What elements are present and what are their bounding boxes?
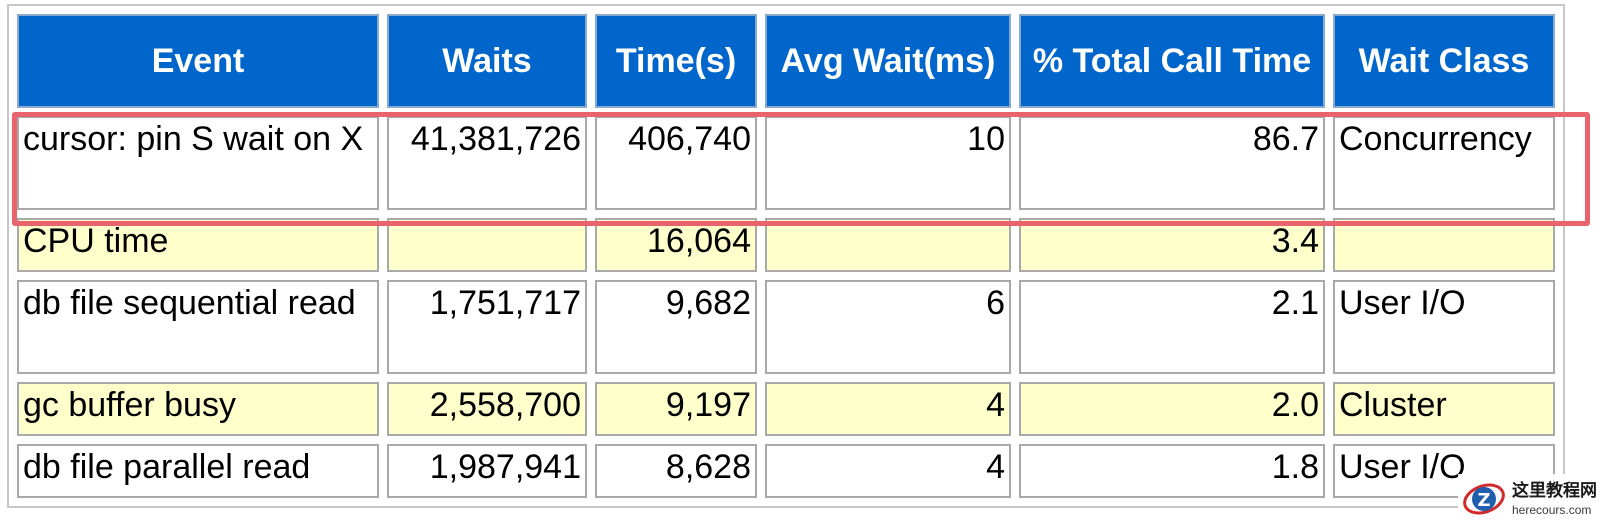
cell-time: 16,064 bbox=[595, 218, 757, 272]
cell-pct-total-call-time: 3.4 bbox=[1019, 218, 1325, 272]
cell-waits: 41,381,726 bbox=[387, 116, 587, 210]
cell-waits: 2,558,700 bbox=[387, 382, 587, 436]
column-header-time[interactable]: Time(s) bbox=[595, 14, 757, 108]
cell-wait-class bbox=[1333, 218, 1555, 272]
cell-pct-total-call-time: 2.0 bbox=[1019, 382, 1325, 436]
table-row: CPU time 16,064 3.4 bbox=[17, 218, 1555, 272]
table-row: db file parallel read 1,987,941 8,628 4 … bbox=[17, 444, 1555, 498]
cell-avg-wait bbox=[765, 218, 1011, 272]
cell-waits bbox=[387, 218, 587, 272]
cell-avg-wait: 6 bbox=[765, 280, 1011, 374]
cell-waits: 1,751,717 bbox=[387, 280, 587, 374]
wait-events-table: Event Waits Time(s) Avg Wait(ms) % Total… bbox=[7, 4, 1565, 508]
watermark-text: 这里教程网 herecours.com bbox=[1512, 480, 1597, 517]
column-header-avg-wait[interactable]: Avg Wait(ms) bbox=[765, 14, 1011, 108]
svg-text:Z: Z bbox=[1477, 490, 1490, 511]
watermark: Z 这里教程网 herecours.com bbox=[1458, 474, 1604, 524]
cell-wait-class: Concurrency bbox=[1333, 116, 1555, 210]
cell-time: 8,628 bbox=[595, 444, 757, 498]
cell-avg-wait: 10 bbox=[765, 116, 1011, 210]
cell-event: db file parallel read bbox=[17, 444, 379, 498]
column-header-waits[interactable]: Waits bbox=[387, 14, 587, 108]
table-row: db file sequential read 1,751,717 9,682 … bbox=[17, 280, 1555, 374]
column-header-pct-total-call-time[interactable]: % Total Call Time bbox=[1019, 14, 1325, 108]
cell-pct-total-call-time: 1.8 bbox=[1019, 444, 1325, 498]
column-header-event[interactable]: Event bbox=[17, 14, 379, 108]
cell-waits: 1,987,941 bbox=[387, 444, 587, 498]
cell-event: CPU time bbox=[17, 218, 379, 272]
cell-pct-total-call-time: 86.7 bbox=[1019, 116, 1325, 210]
cell-pct-total-call-time: 2.1 bbox=[1019, 280, 1325, 374]
table-row: gc buffer busy 2,558,700 9,197 4 2.0 Clu… bbox=[17, 382, 1555, 436]
cell-event: gc buffer busy bbox=[17, 382, 379, 436]
cell-wait-class: User I/O bbox=[1333, 444, 1555, 498]
table-row: cursor: pin S wait on X 41,381,726 406,7… bbox=[17, 116, 1555, 210]
cell-time: 406,740 bbox=[595, 116, 757, 210]
cell-time: 9,682 bbox=[595, 280, 757, 374]
watermark-logo-icon: Z bbox=[1463, 483, 1505, 515]
cell-time: 9,197 bbox=[595, 382, 757, 436]
cell-avg-wait: 4 bbox=[765, 382, 1011, 436]
cell-wait-class: Cluster bbox=[1333, 382, 1555, 436]
cell-avg-wait: 4 bbox=[765, 444, 1011, 498]
watermark-url: herecours.com bbox=[1512, 502, 1592, 517]
cell-event: db file sequential read bbox=[17, 280, 379, 374]
column-header-wait-class[interactable]: Wait Class bbox=[1333, 14, 1555, 108]
header-row: Event Waits Time(s) Avg Wait(ms) % Total… bbox=[17, 14, 1555, 108]
watermark-title: 这里教程网 bbox=[1512, 480, 1597, 501]
cell-event: cursor: pin S wait on X bbox=[17, 116, 379, 210]
cell-wait-class: User I/O bbox=[1333, 280, 1555, 374]
